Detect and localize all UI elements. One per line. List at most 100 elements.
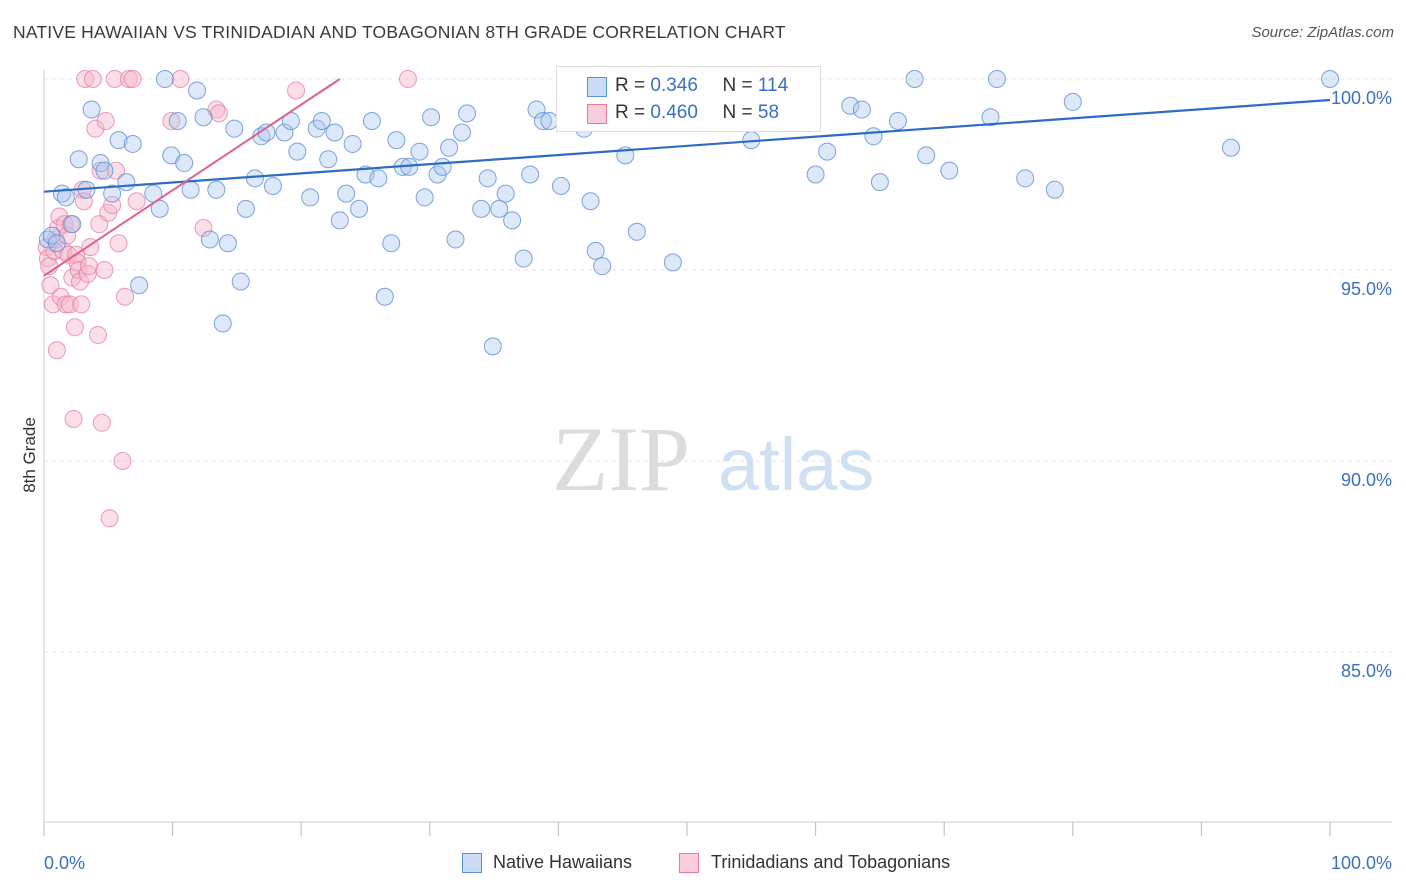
blue-point-29 xyxy=(225,119,244,138)
blue-point-22 xyxy=(181,180,200,199)
pink-point-43 xyxy=(105,70,124,88)
blue-point-65 xyxy=(472,199,491,218)
pink-point-34 xyxy=(89,325,108,344)
legend-pink-r-label: R = xyxy=(615,102,646,123)
legend-pink-row: R = 0.460 N = 58 xyxy=(615,102,779,124)
blue-point-50 xyxy=(369,169,388,188)
y-tick-label-85: 85.0% xyxy=(1341,661,1392,681)
blue-point-80 xyxy=(586,241,605,260)
pink-point-3 xyxy=(41,276,60,295)
blue-point-18 xyxy=(155,70,174,88)
blue-point-41 xyxy=(312,112,331,131)
blue-point-94 xyxy=(806,165,825,184)
blue-point-95 xyxy=(818,142,837,161)
blue-point-71 xyxy=(514,249,533,268)
blue-point-30 xyxy=(231,272,250,291)
blue-point-74 xyxy=(533,112,552,131)
correlation-legend: R = 0.346 N = 114 R = 0.460 N = 58 xyxy=(556,66,821,132)
blue-point-35 xyxy=(263,176,282,195)
blue-point-5 xyxy=(63,215,82,234)
x-tick-label-max: 100.0% xyxy=(1331,853,1392,873)
blue-point-76 xyxy=(551,176,570,195)
blue-point-86 xyxy=(663,253,682,272)
blue-point-39 xyxy=(301,188,320,207)
pink-point-25 xyxy=(72,295,91,314)
blue-point-99 xyxy=(870,173,889,192)
legend-pink-n-label: N = xyxy=(722,102,753,123)
blue-point-96 xyxy=(841,96,860,115)
blue-point-110 xyxy=(1321,70,1339,88)
blue-point-32 xyxy=(245,169,264,188)
pink-point-52 xyxy=(171,70,190,88)
blue-point-61 xyxy=(440,138,459,157)
x-tick-label-min: 0.0% xyxy=(44,853,85,873)
bottom-legend-pink-swatch xyxy=(679,853,699,873)
blue-point-60 xyxy=(433,157,452,176)
pink-point-41 xyxy=(100,509,119,528)
blue-point-100 xyxy=(888,112,907,131)
blue-point-4 xyxy=(56,188,75,207)
blue-point-17 xyxy=(150,199,169,218)
blue-point-38 xyxy=(288,142,307,161)
source-label: Source: ZipAtlas.com xyxy=(1251,24,1394,41)
blue-point-10 xyxy=(95,161,114,180)
blue-point-97 xyxy=(852,100,871,119)
watermark: ZIP atlas xyxy=(552,408,874,510)
bottom-legend-blue-swatch xyxy=(462,853,482,873)
blue-point-84 xyxy=(627,222,646,241)
blue-point-67 xyxy=(483,337,502,356)
blue-point-8 xyxy=(82,100,101,119)
blue-point-57 xyxy=(415,188,434,207)
blue-point-26 xyxy=(207,180,226,199)
blue-point-52 xyxy=(382,234,401,253)
blue-point-103 xyxy=(940,161,959,180)
legend-blue-swatch xyxy=(587,77,607,97)
blue-point-81 xyxy=(593,257,612,276)
pink-point-56 xyxy=(287,81,306,100)
pink-point-28 xyxy=(76,70,95,88)
blue-point-73 xyxy=(527,100,546,119)
blue-point-68 xyxy=(490,199,509,218)
pink-point-24 xyxy=(71,272,90,291)
pink-point-20 xyxy=(65,318,84,337)
page-title: NATIVE HAWAIIAN VS TRINIDADIAN AND TOBAG… xyxy=(13,22,786,42)
blue-point-27 xyxy=(213,314,232,333)
blue-point-63 xyxy=(452,123,471,142)
blue-point-72 xyxy=(521,165,540,184)
blue-point-45 xyxy=(337,184,356,203)
blue-point-47 xyxy=(350,199,369,218)
axes xyxy=(43,70,1392,836)
trend-lines xyxy=(43,78,1331,277)
watermark-zip: ZIP xyxy=(552,408,690,510)
pink-point-37 xyxy=(92,413,111,432)
tick-labels: 85.0% 90.0% 95.0% 100.0% 0.0% 100.0% xyxy=(44,88,1392,873)
blue-point-13 xyxy=(117,173,136,192)
blue-point-105 xyxy=(987,70,1006,88)
pink-point-23 xyxy=(69,261,88,279)
pink-point-12 xyxy=(55,215,74,234)
blue-point-12 xyxy=(109,131,128,150)
legend-blue-row: R = 0.346 N = 114 xyxy=(615,75,788,97)
blue-point-36 xyxy=(275,123,294,142)
pink-point-7 xyxy=(47,341,66,360)
legend-blue-r-value: 0.346 xyxy=(650,75,698,96)
blue-point-42 xyxy=(319,150,338,169)
y-tick-label-95: 95.0% xyxy=(1341,279,1392,299)
blue-point-6 xyxy=(69,150,88,169)
bottom-legend-blue-label: Native Hawaiians xyxy=(493,852,633,872)
blue-point-25 xyxy=(200,230,219,249)
pink-point-13 xyxy=(56,295,75,314)
pink-point-51 xyxy=(162,112,181,131)
blue-point-46 xyxy=(343,134,362,153)
blue-point-24 xyxy=(194,108,213,127)
series-trinidadians-points xyxy=(37,70,417,528)
blue-point-66 xyxy=(478,169,497,188)
pink-point-38 xyxy=(95,261,114,279)
blue-point-28 xyxy=(218,234,237,253)
legend-pink-n-value: 58 xyxy=(757,102,780,123)
blue-point-44 xyxy=(330,211,349,230)
blue-point-23 xyxy=(188,81,207,100)
blue-point-56 xyxy=(410,142,429,161)
blue-point-58 xyxy=(422,108,441,127)
blue-point-2 xyxy=(47,234,66,253)
